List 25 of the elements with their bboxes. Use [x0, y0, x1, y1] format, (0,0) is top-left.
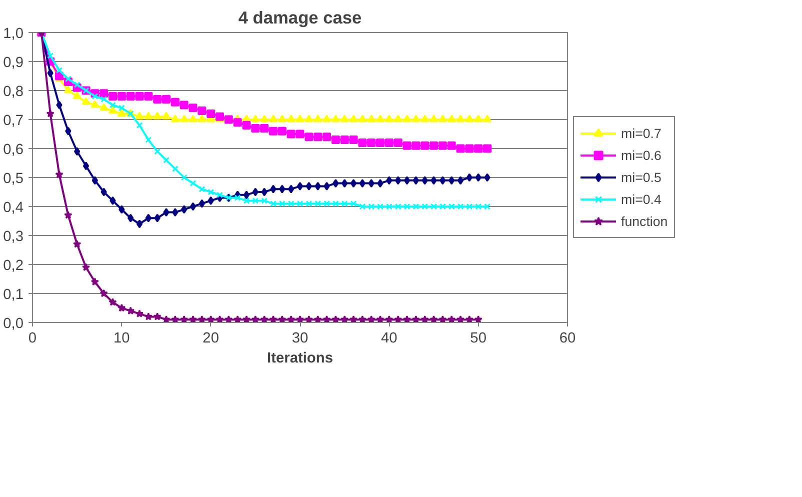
x-tick-label: 40 [381, 330, 398, 346]
y-tick-label: 0,0 [3, 316, 24, 332]
x-axis-title: Iterations [267, 350, 333, 366]
y-tick-label: 0,8 [3, 84, 24, 100]
y-tick-label: 0,2 [3, 258, 24, 274]
x-tick-label: 50 [470, 330, 486, 346]
legend-label: mi=0.4 [621, 192, 662, 206]
y-tick-label: 0,6 [3, 142, 24, 158]
y-tick-label: 0,3 [3, 229, 24, 245]
x-tick-label: 0 [28, 330, 37, 346]
x-tick-label: 10 [114, 330, 130, 346]
legend-label: function [621, 214, 668, 228]
chart-title: 4 damage case [238, 8, 362, 28]
y-tick-label: 0,5 [3, 171, 24, 187]
x-tick-label: 30 [292, 330, 308, 346]
legend-label: mi=0.6 [621, 148, 662, 162]
legend-label: mi=0.5 [621, 170, 662, 184]
y-tick-label: 0,9 [3, 55, 24, 71]
y-tick-label: 0,4 [3, 200, 24, 216]
x-tick-label: 60 [559, 330, 576, 346]
y-tick-label: 1,0 [3, 26, 24, 42]
legend-label: mi=0.7 [621, 126, 662, 140]
x-tick-label: 20 [202, 330, 219, 346]
y-tick-label: 0,1 [3, 287, 24, 303]
y-tick-label: 0,7 [3, 113, 24, 129]
